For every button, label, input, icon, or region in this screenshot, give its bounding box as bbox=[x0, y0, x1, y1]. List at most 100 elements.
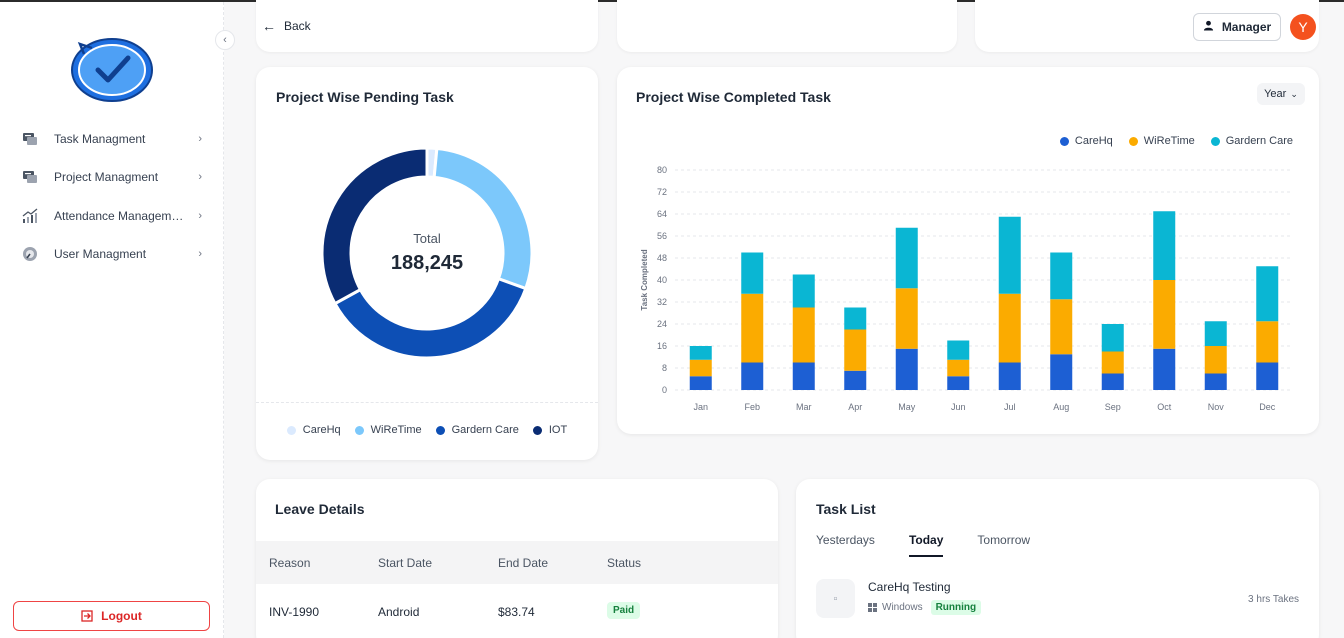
role-label: Manager bbox=[1221, 20, 1272, 34]
donut-slice-gardern-care[interactable] bbox=[332, 276, 528, 359]
bar-wiretime-feb[interactable] bbox=[741, 293, 764, 363]
bar-carehq-aug[interactable] bbox=[1050, 354, 1073, 390]
bar-gardern-care-sep[interactable] bbox=[1101, 324, 1124, 352]
sidebar-item-attendance-management[interactable]: Attendance Management › bbox=[20, 203, 210, 229]
x-tick-label: Aug bbox=[1053, 402, 1069, 412]
legend-item[interactable]: CareHq bbox=[1059, 135, 1113, 147]
broken-image-icon: ▫ bbox=[816, 579, 855, 618]
bar-gardern-care-dec[interactable] bbox=[1256, 266, 1279, 322]
logout-button[interactable]: Logout bbox=[13, 601, 210, 631]
legend-dot bbox=[435, 425, 445, 435]
card-title: Project Wise Completed Task bbox=[636, 89, 831, 105]
bar-carehq-jul[interactable] bbox=[998, 362, 1021, 391]
bar-wiretime-oct[interactable] bbox=[1153, 280, 1176, 349]
bar-gardern-care-jul[interactable] bbox=[998, 216, 1021, 294]
y-tick-label: 32 bbox=[657, 297, 667, 307]
avatar[interactable]: Y bbox=[1290, 14, 1316, 40]
bar-carehq-sep[interactable] bbox=[1101, 373, 1124, 391]
y-tick-label: 72 bbox=[657, 187, 667, 197]
legend-label: CareHq bbox=[1074, 135, 1113, 147]
tab-today[interactable]: Today bbox=[908, 533, 944, 557]
bar-gardern-care-apr[interactable] bbox=[844, 307, 867, 330]
back-link[interactable]: ← Back bbox=[262, 18, 311, 34]
y-tick-label: 40 bbox=[657, 275, 667, 285]
role-button[interactable]: Manager bbox=[1193, 13, 1281, 41]
bar-carehq-mar[interactable] bbox=[792, 362, 815, 391]
sidebar-item-task-managment[interactable]: Task Managment › bbox=[20, 126, 210, 152]
user-gauge-icon bbox=[20, 244, 40, 264]
logout-icon bbox=[81, 610, 93, 622]
bar-carehq-oct[interactable] bbox=[1153, 348, 1176, 390]
column-header[interactable]: End Date bbox=[498, 556, 549, 570]
table-row[interactable]: INV-1990 Android $83.74 Paid bbox=[256, 597, 778, 627]
tab-yesterdays[interactable]: Yesterdays bbox=[816, 533, 875, 547]
sidebar-item-project-managment[interactable]: Project Managment › bbox=[20, 164, 210, 190]
bar-wiretime-jan[interactable] bbox=[689, 359, 712, 377]
bar-gardern-care-aug[interactable] bbox=[1050, 252, 1073, 300]
bar-gardern-care-mar[interactable] bbox=[792, 274, 815, 308]
donut-slice-iot[interactable] bbox=[321, 147, 429, 306]
legend-item[interactable]: CareHq bbox=[286, 424, 341, 436]
bar-wiretime-sep[interactable] bbox=[1101, 351, 1124, 374]
bar-carehq-jan[interactable] bbox=[689, 376, 712, 390]
sidebar-item-label: Task Managment bbox=[54, 132, 146, 146]
bar-wiretime-mar[interactable] bbox=[792, 307, 815, 363]
back-label: Back bbox=[284, 19, 311, 33]
status-badge: Running bbox=[930, 600, 982, 615]
period-select[interactable]: Year ⌄ bbox=[1257, 83, 1305, 105]
bar-carehq-nov[interactable] bbox=[1204, 373, 1227, 391]
bar-wiretime-nov[interactable] bbox=[1204, 346, 1227, 374]
collapse-sidebar-button[interactable]: ‹ bbox=[215, 30, 235, 50]
legend-dot bbox=[286, 425, 296, 435]
sidebar-item-user-managment[interactable]: User Managment › bbox=[20, 241, 210, 267]
x-tick-label: Nov bbox=[1208, 402, 1225, 412]
legend-label: Gardern Care bbox=[1225, 135, 1293, 147]
bar-carehq-jun[interactable] bbox=[947, 376, 970, 390]
bar-carehq-may[interactable] bbox=[895, 348, 918, 390]
cell-end-date: $83.74 bbox=[498, 605, 535, 619]
x-tick-label: Dec bbox=[1259, 402, 1276, 412]
x-tick-label: Jan bbox=[693, 402, 708, 412]
bar-wiretime-jun[interactable] bbox=[947, 359, 970, 377]
bar-gardern-care-nov[interactable] bbox=[1204, 321, 1227, 346]
x-tick-label: Jul bbox=[1004, 402, 1016, 412]
donut-chart bbox=[321, 147, 533, 359]
bar-gardern-care-jan[interactable] bbox=[689, 346, 712, 360]
task-name[interactable]: CareHq Testing bbox=[868, 580, 951, 594]
bar-gardern-care-may[interactable] bbox=[895, 227, 918, 289]
chevron-right-icon: › bbox=[198, 248, 202, 260]
tab-tomorrow[interactable]: Tomorrow bbox=[977, 533, 1031, 547]
bar-gardern-care-oct[interactable] bbox=[1153, 211, 1176, 280]
y-tick-label: 24 bbox=[657, 319, 667, 329]
bar-carehq-dec[interactable] bbox=[1256, 362, 1279, 391]
column-header[interactable]: Reason bbox=[269, 556, 311, 570]
bar-wiretime-may[interactable] bbox=[895, 288, 918, 349]
bar-carehq-apr[interactable] bbox=[844, 370, 867, 390]
legend-item[interactable]: Gardern Care bbox=[1210, 135, 1293, 147]
donut-slice-wiretime[interactable] bbox=[432, 147, 533, 291]
bar-gardern-care-feb[interactable] bbox=[741, 252, 764, 294]
user-icon bbox=[1203, 20, 1214, 34]
x-tick-label: May bbox=[898, 402, 916, 412]
task-platform: Windows bbox=[882, 602, 923, 613]
legend-item[interactable]: WiReTime bbox=[1128, 135, 1195, 147]
legend-item[interactable]: WiReTime bbox=[354, 424, 422, 436]
bar-wiretime-jul[interactable] bbox=[998, 293, 1021, 363]
bar-wiretime-apr[interactable] bbox=[844, 329, 867, 371]
column-header[interactable]: Start Date bbox=[378, 556, 433, 570]
logout-label: Logout bbox=[101, 609, 142, 623]
chevron-down-icon: ⌄ bbox=[1290, 88, 1298, 99]
legend-item[interactable]: IOT bbox=[532, 424, 567, 436]
pending-task-card: Project Wise Pending Task Total 188,245 … bbox=[256, 67, 598, 460]
completed-task-card: 0 8 16 24 32 40 48 56 64 72 80 Task Completed Jan Feb… bbox=[617, 67, 1319, 434]
card-title: Task List bbox=[816, 501, 876, 517]
legend-dot bbox=[1128, 136, 1138, 146]
bar-wiretime-dec[interactable] bbox=[1256, 321, 1279, 363]
bar-carehq-feb[interactable] bbox=[741, 362, 764, 391]
table-header: Reason Start Date End Date Status bbox=[256, 541, 778, 584]
column-header[interactable]: Status bbox=[607, 556, 642, 570]
y-tick-label: 56 bbox=[657, 231, 667, 241]
legend-item[interactable]: Gardern Care bbox=[435, 424, 519, 436]
bar-gardern-care-jun[interactable] bbox=[947, 340, 970, 360]
bar-wiretime-aug[interactable] bbox=[1050, 299, 1073, 355]
